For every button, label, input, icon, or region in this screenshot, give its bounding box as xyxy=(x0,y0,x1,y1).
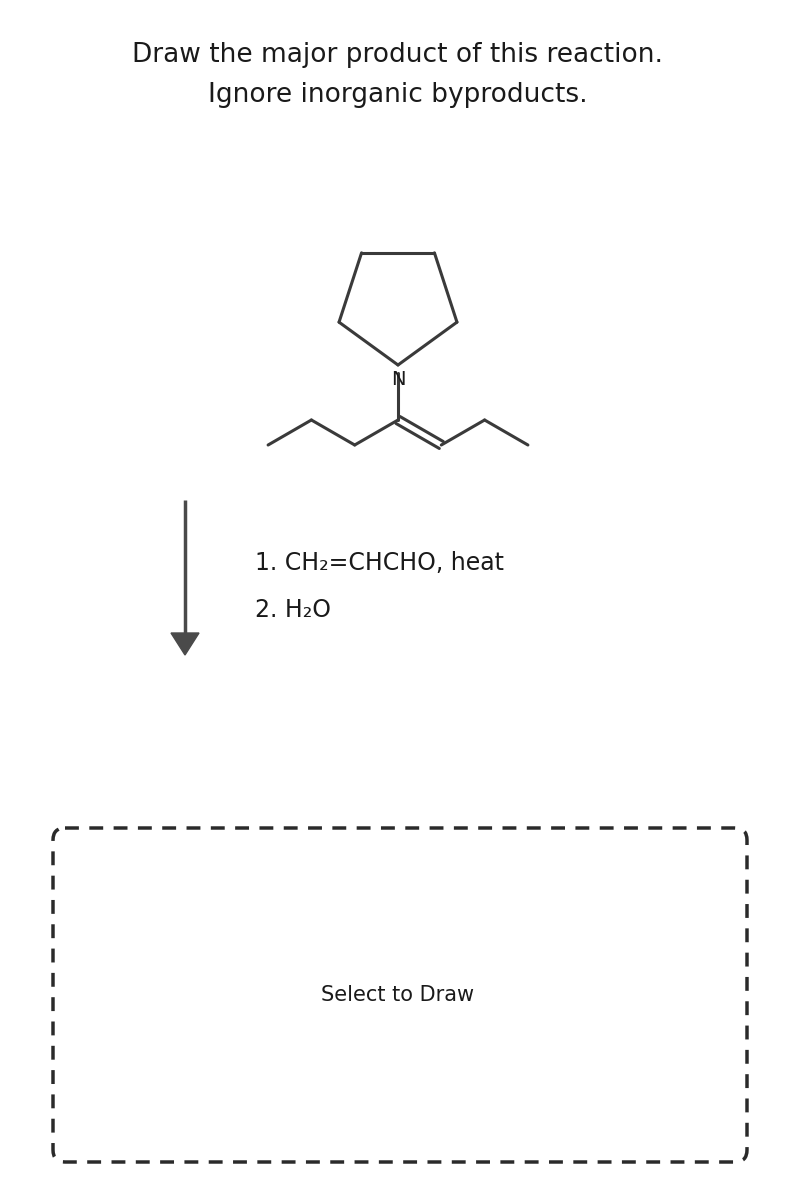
FancyBboxPatch shape xyxy=(53,828,747,1162)
Text: Draw the major product of this reaction.: Draw the major product of this reaction. xyxy=(132,42,664,68)
Text: 1. CH₂=CHCHO, heat: 1. CH₂=CHCHO, heat xyxy=(255,551,504,575)
Text: 2. H₂O: 2. H₂O xyxy=(255,598,331,622)
Text: Select to Draw: Select to Draw xyxy=(322,985,474,1006)
Text: N: N xyxy=(391,370,405,389)
Text: Ignore inorganic byproducts.: Ignore inorganic byproducts. xyxy=(209,82,587,108)
Polygon shape xyxy=(171,634,199,655)
